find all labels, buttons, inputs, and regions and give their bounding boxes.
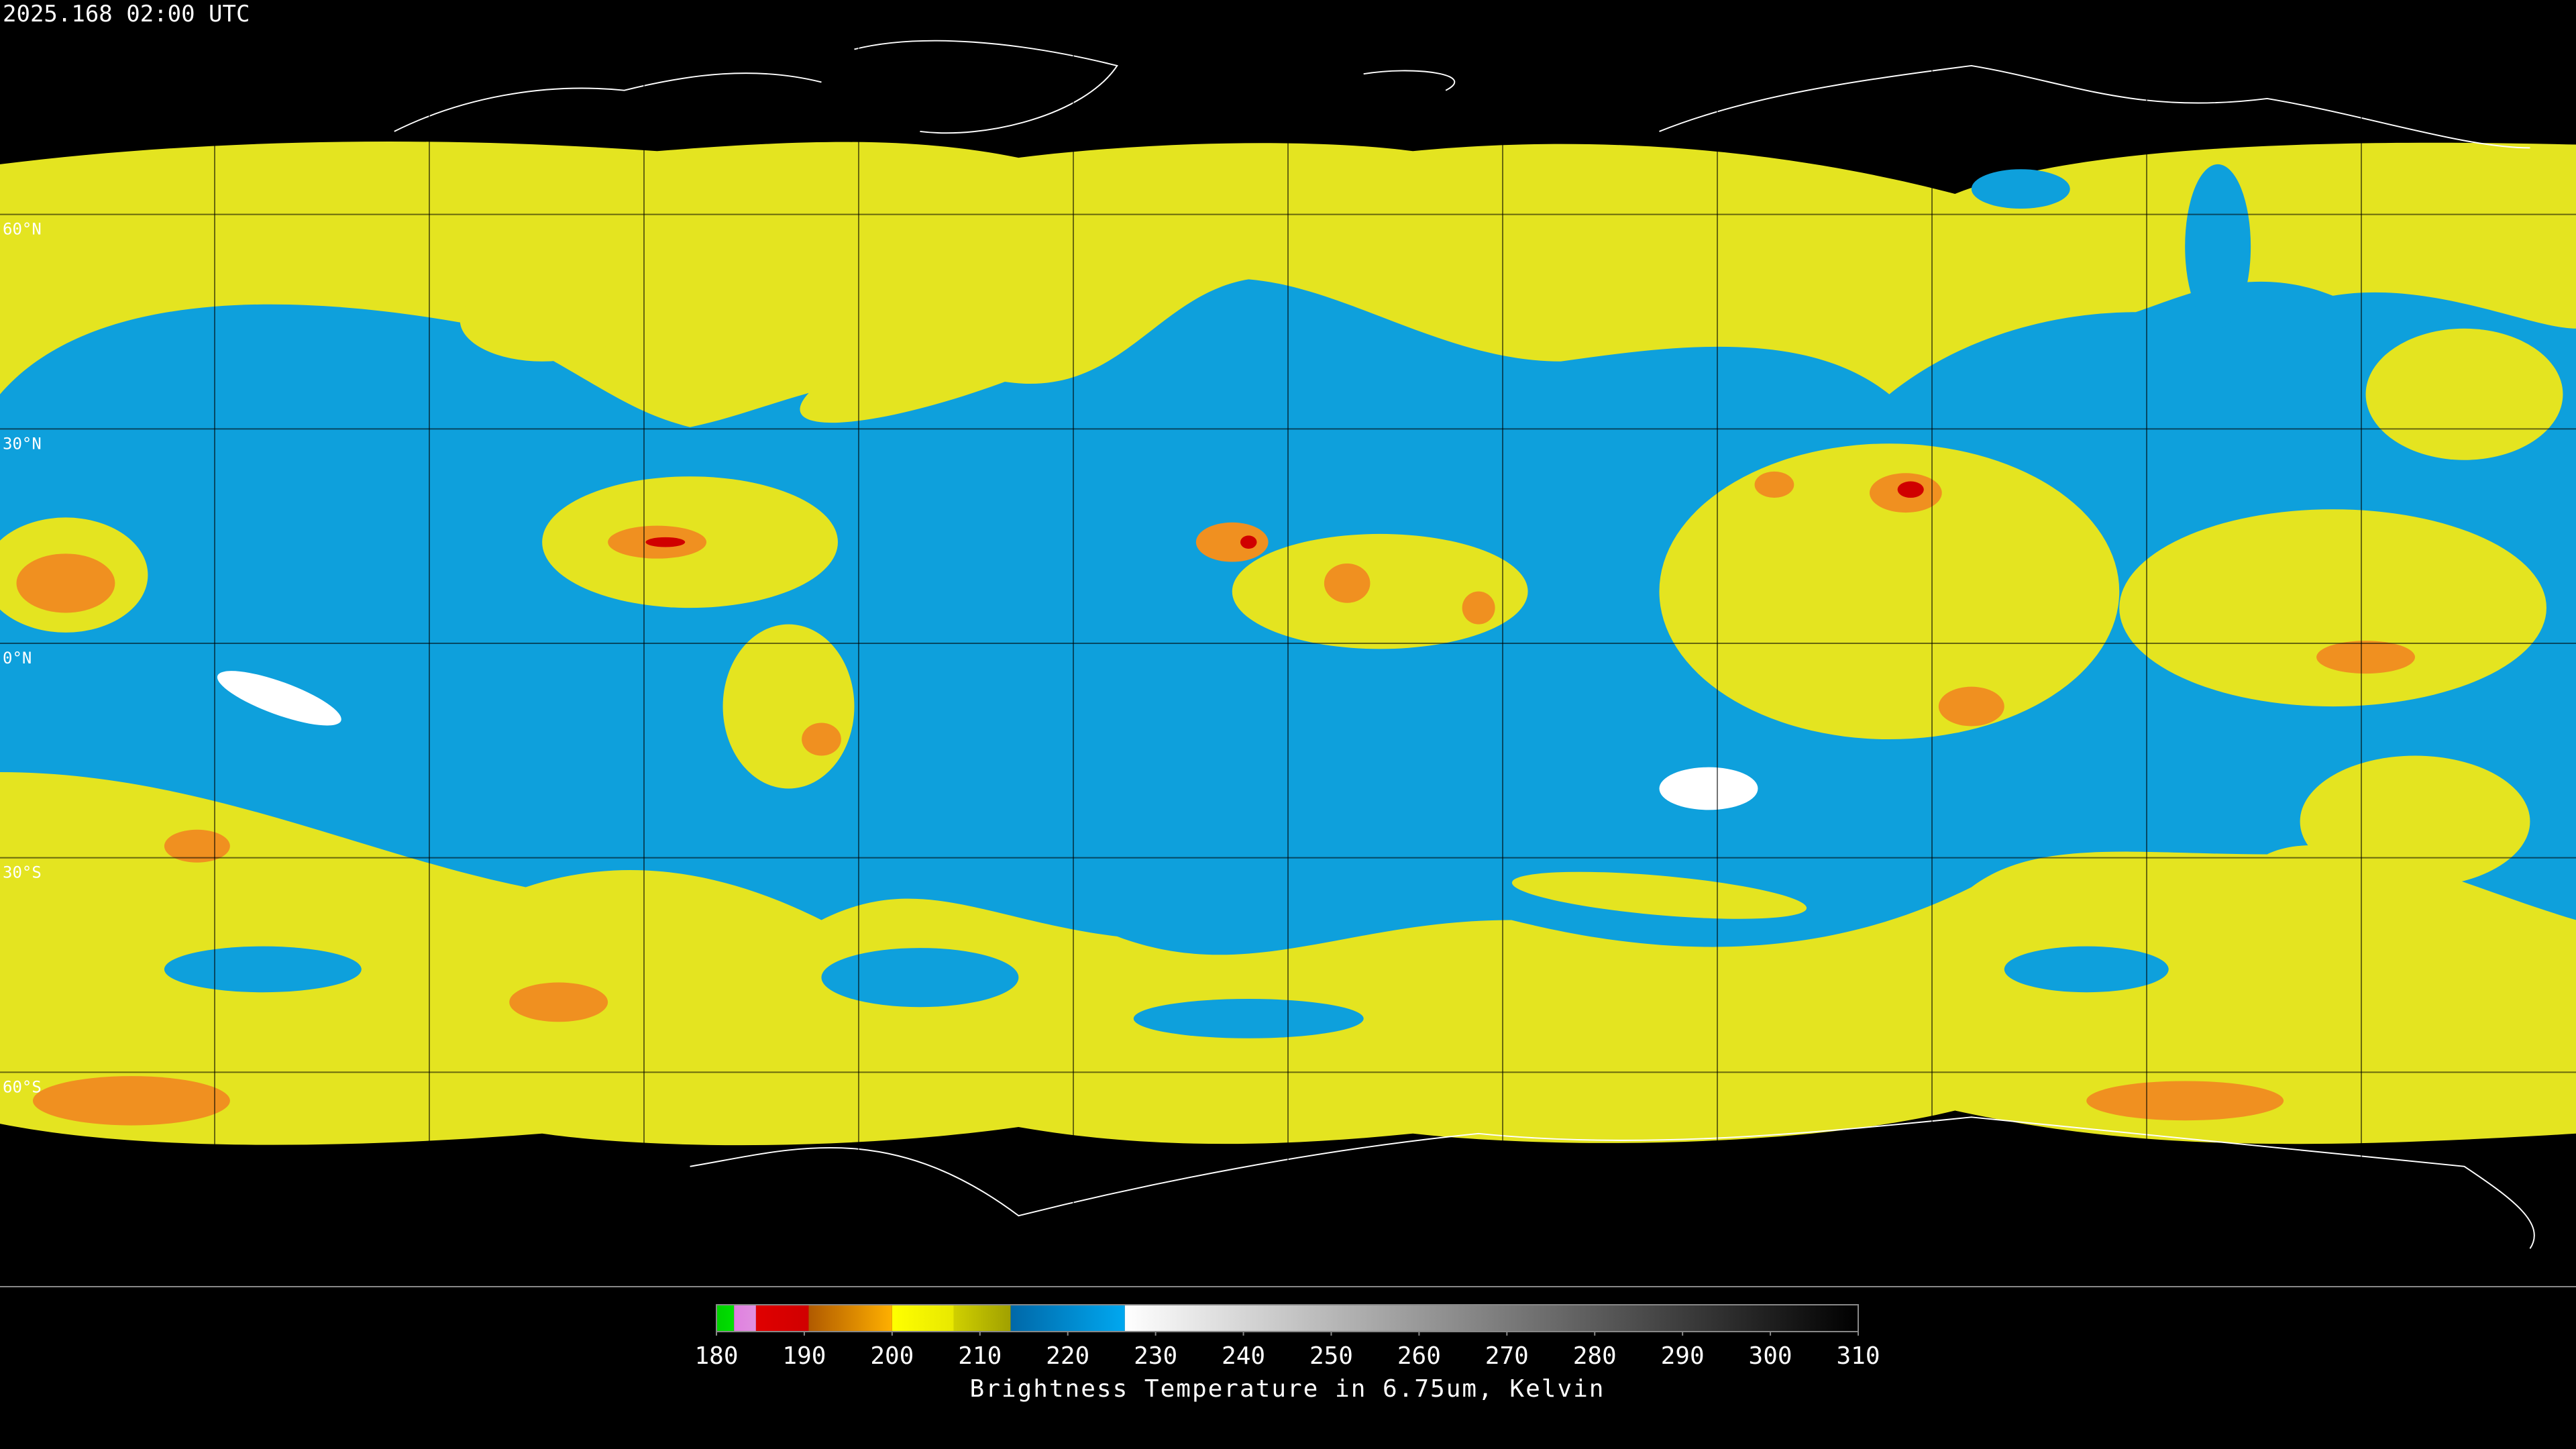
- colorbar-tick-label: 210: [958, 1342, 1002, 1370]
- colorbar: 180 190 200 210 220 230 240 250 260 270 280 290 300 3…: [694, 1304, 1880, 1370]
- latitude-label: 60°N: [3, 220, 42, 239]
- colorbar-tick-label: 300: [1749, 1342, 1792, 1370]
- colorbar-label: Brightness Temperature in 6.75um, Kelvin: [970, 1375, 1605, 1403]
- colorbar-segment: [734, 1305, 756, 1332]
- colorbar-segment: [716, 1305, 735, 1332]
- coastlines: [394, 40, 2535, 1249]
- latitude-label: 30°S: [3, 863, 42, 882]
- colorbar-tick-label: 290: [1661, 1342, 1705, 1370]
- colorbar-tick-label: 200: [870, 1342, 914, 1370]
- colorbar-segment: [1124, 1305, 1858, 1332]
- colorbar-tick-label: 260: [1397, 1342, 1441, 1370]
- latitude-label: 30°N: [3, 434, 42, 453]
- colorbar-segment: [953, 1305, 1011, 1332]
- cloud-clusters: [0, 267, 2563, 919]
- colorbar-tick-label: 310: [1836, 1342, 1880, 1370]
- latitude-label: 60°S: [3, 1077, 42, 1096]
- coldest-tops: [645, 481, 1924, 549]
- colorbar-tick-label: 230: [1134, 1342, 1177, 1370]
- colorbar-frame: [716, 1304, 1859, 1332]
- dry-patches: [164, 164, 2251, 1038]
- colorbar-segment: [1010, 1305, 1125, 1332]
- colorbar-tick-label: 190: [782, 1342, 826, 1370]
- colorbar-segment: [808, 1305, 892, 1332]
- colorbar-segment: [892, 1305, 954, 1332]
- timestamp: 2025.168 02:00 UTC: [3, 1, 250, 28]
- warm-spots: [217, 671, 1758, 810]
- colorbar-tick-label: 250: [1309, 1342, 1353, 1370]
- graticule: 60°N 30°N 0°N 30°S 60°S: [3, 219, 42, 1097]
- colorbar-segment: [755, 1305, 809, 1332]
- colorbar-tick-label: 280: [1573, 1342, 1617, 1370]
- latitude-label: 0°N: [3, 649, 32, 667]
- colorbar-tick-label: 270: [1485, 1342, 1529, 1370]
- colorbar-tick-label: 240: [1222, 1342, 1265, 1370]
- colorbar-tick-label: 220: [1046, 1342, 1089, 1370]
- colorbar-tick-label: 180: [694, 1342, 738, 1370]
